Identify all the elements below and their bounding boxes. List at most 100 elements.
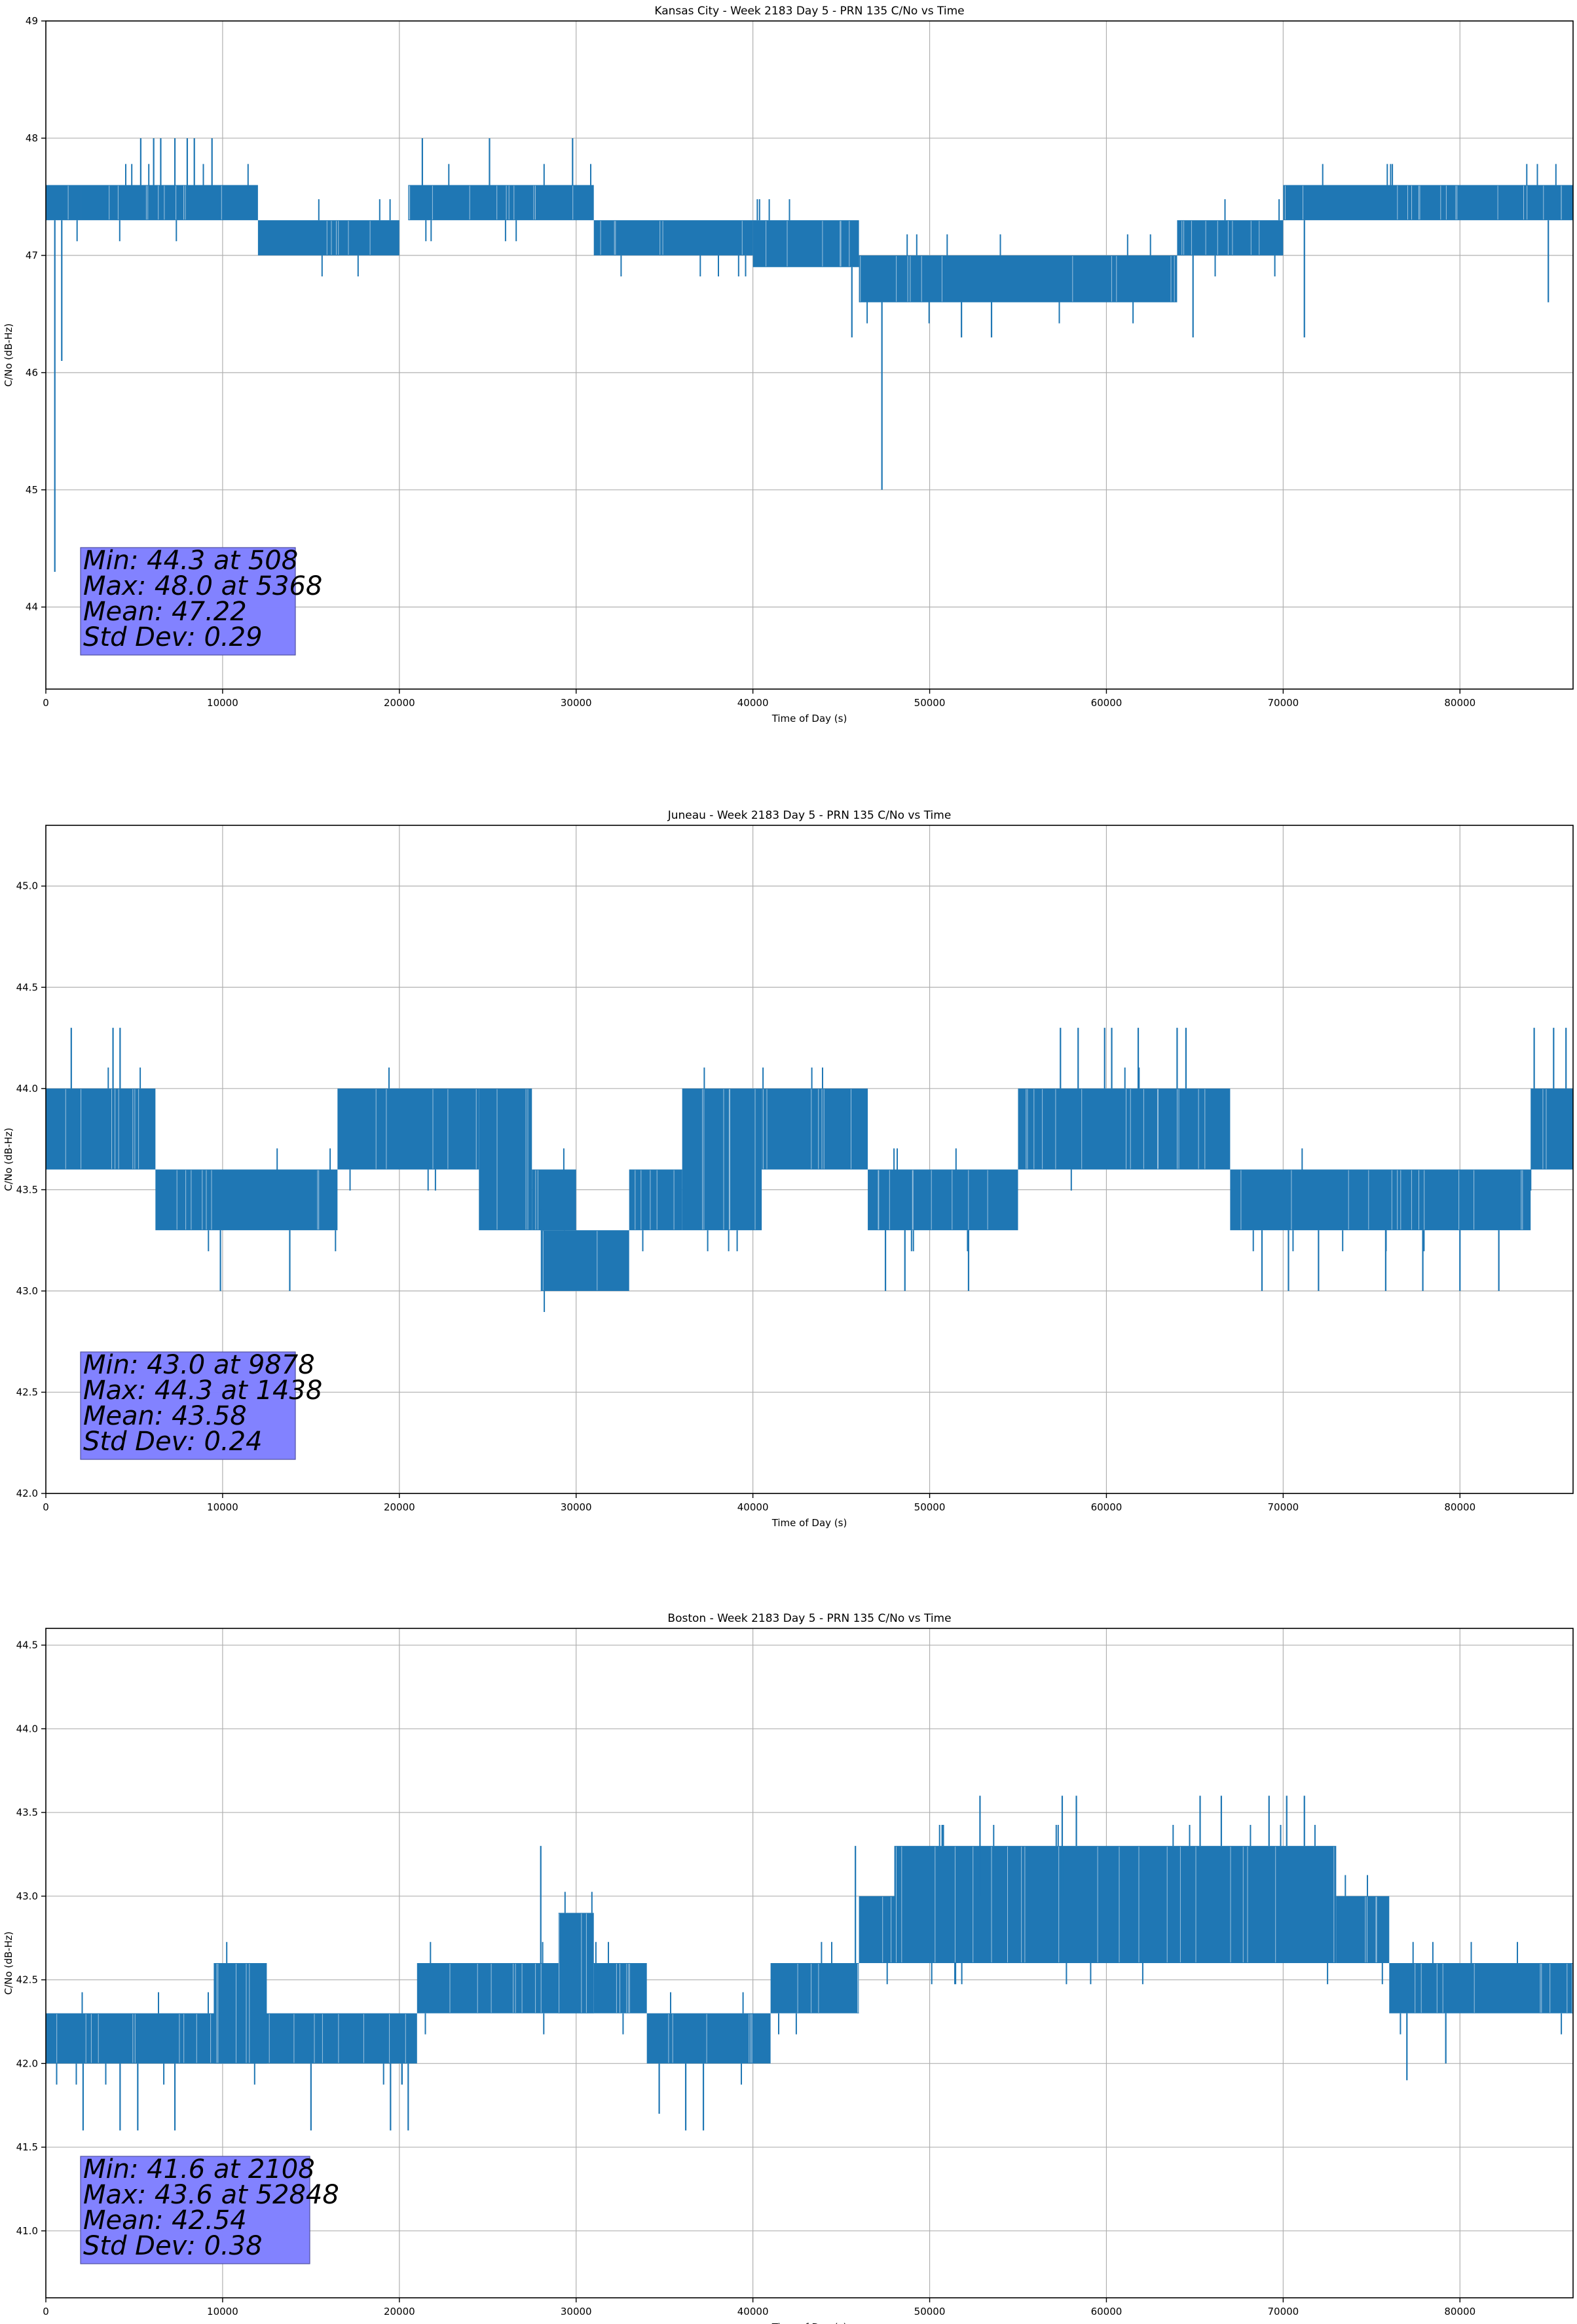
series-excursions (1345, 1875, 1383, 1985)
series-band (770, 1963, 859, 2014)
series-band-texture (326, 221, 371, 255)
x-tick-label: 70000 (1267, 2306, 1299, 2317)
x-tick-label: 50000 (914, 2306, 946, 2317)
y-tick-label: 43.0 (16, 1285, 38, 1297)
series-band (1336, 1896, 1390, 1963)
series-band (540, 1230, 629, 1291)
stats-line: Min: 41.6 at 2108 (83, 2154, 315, 2184)
stats-line: Std Dev: 0.29 (83, 622, 263, 652)
stats-line: Mean: 43.58 (83, 1401, 247, 1431)
series-band (629, 1169, 682, 1231)
series-band-texture (409, 185, 574, 220)
x-tick-label: 60000 (1091, 2306, 1122, 2317)
series-excursions (1400, 1941, 1563, 2034)
x-tick-label: 40000 (737, 2306, 769, 2317)
y-tick-label: 45 (26, 484, 38, 496)
series-excursions (564, 1892, 593, 1913)
series-band-texture (1365, 1896, 1377, 1962)
series-band (257, 220, 399, 255)
series-excursions (56, 1992, 403, 2085)
series-band (1389, 1963, 1573, 2014)
series-excursions (1252, 1148, 1425, 1252)
series-band (1018, 1088, 1231, 1170)
chart-panel: 0 10000 20000 30000 40000 50000 60000 70000 8000… (3, 1612, 1574, 2324)
axes-frame (45, 825, 1574, 1494)
x-tick-label: 0 (43, 2306, 49, 2317)
series-band (593, 220, 753, 255)
series-excursions (1214, 199, 1280, 276)
series-band (46, 185, 81, 221)
y-tick-label: 44.0 (16, 1083, 38, 1095)
y-tick-label: 45.0 (16, 880, 38, 892)
x-tick-label: 20000 (384, 697, 415, 709)
series-band (337, 1088, 479, 1170)
series-band-texture (896, 1846, 1335, 1962)
series-band-texture (1415, 1964, 1573, 2013)
series-band (532, 1169, 576, 1231)
series-band (558, 1913, 594, 2014)
y-tick-label: 42.0 (16, 1488, 38, 1499)
stats-line: Max: 43.6 at 52848 (83, 2180, 339, 2210)
series-excursions (119, 164, 249, 242)
series-excursions (866, 234, 1151, 324)
series-band-texture (559, 1913, 587, 2013)
series-band-texture (668, 2014, 752, 2063)
x-tick-label: 80000 (1444, 697, 1475, 709)
series-excursions (424, 1941, 624, 2034)
series-band (408, 185, 594, 221)
y-tick-label: 44.0 (16, 1723, 38, 1734)
series-excursions (620, 255, 747, 276)
series-band-texture (176, 1170, 320, 1230)
y-tick-label: 46 (26, 367, 38, 379)
series-band-texture (375, 1089, 477, 1169)
series-band-texture (878, 1170, 988, 1230)
chart-title: Boston - Week 2183 Day 5 - PRN 135 C/No … (667, 1612, 951, 1625)
series-band (1283, 185, 1573, 221)
series-band-texture (109, 185, 222, 220)
series-band (1531, 1088, 1573, 1170)
chart-title: Juneau - Week 2183 Day 5 - PRN 135 C/No … (667, 809, 952, 822)
series-excursions (703, 1067, 738, 1252)
series-band (1230, 1169, 1531, 1231)
x-tick-label: 80000 (1444, 1501, 1475, 1513)
x-tick-label: 40000 (737, 1501, 769, 1513)
series-band-texture (542, 1231, 598, 1290)
x-tick-label: 0 (43, 697, 49, 709)
series-band (868, 1169, 1018, 1231)
y-axis-label: C/No (dB-Hz) (3, 324, 14, 387)
stats-line: Mean: 42.54 (83, 2205, 247, 2236)
series-band (859, 255, 1178, 303)
axes-frame (45, 20, 1574, 690)
series-line (46, 138, 1573, 572)
x-tick-label: 20000 (384, 2306, 415, 2317)
y-tick-label: 44 (26, 601, 38, 613)
stats-line: Max: 48.0 at 5368 (83, 571, 322, 601)
x-tick-label: 40000 (737, 697, 769, 709)
x-tick-label: 50000 (914, 1501, 946, 1513)
series-band-texture (1181, 221, 1260, 255)
chart-panel: 0 10000 20000 30000 40000 50000 60000 70000 8000… (3, 809, 1574, 1529)
x-tick-label: 70000 (1267, 1501, 1299, 1513)
y-tick-label: 49 (26, 15, 38, 27)
x-tick-label: 30000 (561, 1501, 592, 1513)
x-tick-label: 80000 (1444, 2306, 1475, 2317)
series-band-texture (766, 221, 850, 267)
y-tick-label: 42.0 (16, 2057, 38, 2069)
x-axis-label: Time of Day (s) (771, 713, 847, 724)
series-band (682, 1088, 762, 1231)
stats-line: Max: 44.3 at 1438 (83, 1376, 322, 1406)
x-tick-label: 50000 (914, 697, 946, 709)
series-band (894, 1846, 1337, 1963)
series-excursions (762, 1067, 823, 1089)
series-excursions (208, 1148, 337, 1252)
series-band-texture (1542, 1089, 1547, 1169)
series-band (81, 185, 258, 221)
y-tick-label: 43.5 (16, 1184, 38, 1195)
y-tick-label: 41.0 (16, 2225, 38, 2237)
x-tick-label: 30000 (561, 697, 592, 709)
y-axis-label: C/No (dB-Hz) (3, 1128, 14, 1191)
series-band-texture (496, 1089, 529, 1230)
y-tick-label: 42.5 (16, 1386, 38, 1398)
axes-frame (45, 1628, 1574, 2298)
series-line (46, 1028, 1573, 1312)
